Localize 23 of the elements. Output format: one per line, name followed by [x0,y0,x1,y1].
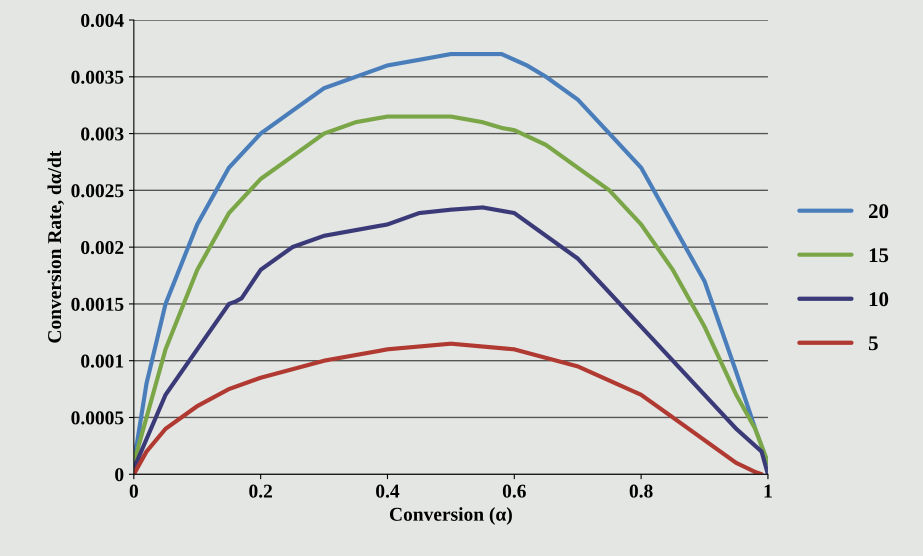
x-tick-label: 1 [764,484,772,498]
y-tick-label: 0.004 [81,14,124,28]
x-axis-title: Conversion (α) [390,507,512,525]
y-tick-label: 0.003 [81,127,124,141]
legend-label: 15 [870,248,888,262]
legend-label: 10 [870,292,888,306]
y-tick-label: 0.0005 [71,411,124,425]
x-tick-label: 0 [130,484,138,498]
x-tick-label: 0.6 [502,484,526,498]
legend-label: 5 [868,336,878,350]
y-tick-label: 0.002 [81,240,124,254]
x-tick-label: 0.4 [376,484,400,498]
x-tick-label: 0.2 [249,484,272,498]
y-axis-title: Conversion Rate, dα/dt [47,150,64,343]
line-series [134,342,764,474]
line-series [134,114,768,465]
x-tick-label: 0.8 [630,484,653,498]
y-tick-label: 0.0035 [71,70,124,84]
y-tick-label: 0.0025 [71,184,124,198]
y-tick-label: 0.001 [81,354,124,368]
legend-label: 20 [868,204,888,218]
y-tick-label: 0 [115,468,124,482]
y-tick-label: 0.0015 [71,298,124,311]
